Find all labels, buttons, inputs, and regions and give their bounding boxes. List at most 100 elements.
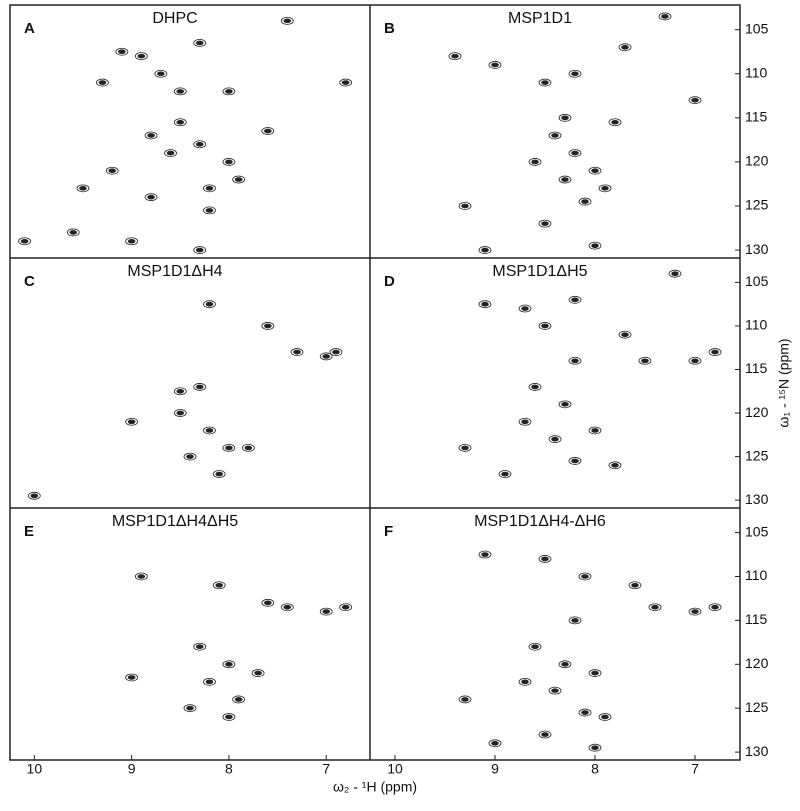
peak-contour xyxy=(183,452,197,461)
peak-contour xyxy=(27,491,41,500)
peak-contour xyxy=(638,356,652,365)
peak xyxy=(691,97,699,103)
peak-contour xyxy=(193,383,207,391)
peak-contour xyxy=(558,175,572,184)
y-tick-label: 110 xyxy=(745,317,768,333)
peak xyxy=(591,428,599,433)
peak-contour xyxy=(280,603,294,612)
panel-title: MSP1D1ΔH5 xyxy=(492,263,587,280)
peak xyxy=(195,384,204,390)
peak xyxy=(561,661,569,667)
peak xyxy=(651,604,659,610)
peak xyxy=(591,745,599,751)
peak-contour xyxy=(193,140,207,149)
peak-contour xyxy=(568,69,582,78)
peak-contour xyxy=(154,69,168,78)
peak xyxy=(264,600,272,606)
peak xyxy=(531,159,539,165)
peak-contour xyxy=(588,166,602,175)
peak xyxy=(451,53,459,59)
peak-contour xyxy=(173,409,187,417)
y-tick-label: 125 xyxy=(745,699,769,715)
panel-title: MSP1D1ΔH4 xyxy=(127,263,222,280)
peak xyxy=(561,402,569,407)
peak xyxy=(611,463,619,468)
peak xyxy=(341,80,350,85)
peak-contour xyxy=(548,686,562,695)
panel-label: E xyxy=(24,523,34,540)
panel-title: MSP1D1ΔH4ΔH5 xyxy=(112,513,238,530)
peak xyxy=(521,679,529,685)
panel-label: F xyxy=(384,523,393,540)
peak xyxy=(461,203,469,209)
peak xyxy=(631,582,639,588)
peak-contour xyxy=(608,461,622,470)
peak-contour xyxy=(578,708,592,717)
panel-label: A xyxy=(24,20,35,37)
peak xyxy=(283,18,292,24)
peak xyxy=(531,384,539,390)
peak-contour xyxy=(173,387,187,396)
peak-contour xyxy=(578,572,592,581)
y-axis-label: ω₁ - ¹⁵N (ppm) xyxy=(776,338,792,427)
x-tick-label: 10 xyxy=(27,761,43,777)
peak-contour xyxy=(144,131,158,140)
peak-contour xyxy=(618,330,632,339)
peak xyxy=(541,732,549,737)
peak-contour xyxy=(173,118,187,127)
peak-contour xyxy=(688,607,702,616)
peak xyxy=(461,697,469,702)
peak xyxy=(481,247,489,253)
peak-contour xyxy=(568,457,582,465)
y-tick-label: 125 xyxy=(745,197,769,213)
y-tick-label: 130 xyxy=(745,491,769,507)
peak xyxy=(501,471,509,477)
peak-contour xyxy=(688,356,702,365)
peak xyxy=(254,670,262,676)
peak xyxy=(541,323,549,329)
peak-contour xyxy=(76,184,90,193)
y-tick-label: 115 xyxy=(745,360,768,376)
peak xyxy=(621,45,629,50)
peak xyxy=(215,471,223,477)
peak xyxy=(591,670,599,676)
peak xyxy=(264,323,272,329)
peak-contour xyxy=(608,118,622,127)
panel-title: DHPC xyxy=(152,10,197,27)
peak xyxy=(621,332,629,337)
peak xyxy=(531,644,539,650)
peak-contour xyxy=(548,131,562,140)
y-tick-label: 110 xyxy=(745,567,768,583)
peak-contour xyxy=(578,197,592,206)
peak xyxy=(225,661,233,667)
peak xyxy=(225,89,233,94)
peak xyxy=(541,556,549,562)
peak-contour xyxy=(280,16,294,25)
peak-contour xyxy=(588,241,602,250)
peak xyxy=(225,714,233,720)
peak-contour xyxy=(193,39,207,47)
y-tick-label: 120 xyxy=(745,655,769,671)
peak-contour xyxy=(105,166,119,175)
peak-contour xyxy=(488,739,502,748)
y-tick-label: 105 xyxy=(745,523,769,539)
peak xyxy=(234,177,243,182)
peak xyxy=(641,358,649,364)
peak xyxy=(481,552,489,557)
peak xyxy=(118,49,126,55)
peak-contour xyxy=(558,660,572,669)
peak xyxy=(127,419,136,425)
peak xyxy=(581,199,589,204)
peak-contour xyxy=(708,348,722,356)
peak-contour xyxy=(448,52,462,61)
peak xyxy=(215,582,223,588)
peak-contour xyxy=(558,400,572,409)
peak xyxy=(176,410,185,416)
peak xyxy=(711,604,719,610)
peak-contour xyxy=(648,603,662,612)
peak xyxy=(671,271,679,276)
peak-contour xyxy=(261,127,275,135)
peak-contour xyxy=(538,555,552,563)
y-tick-label: 110 xyxy=(745,64,768,80)
peak xyxy=(581,710,589,715)
